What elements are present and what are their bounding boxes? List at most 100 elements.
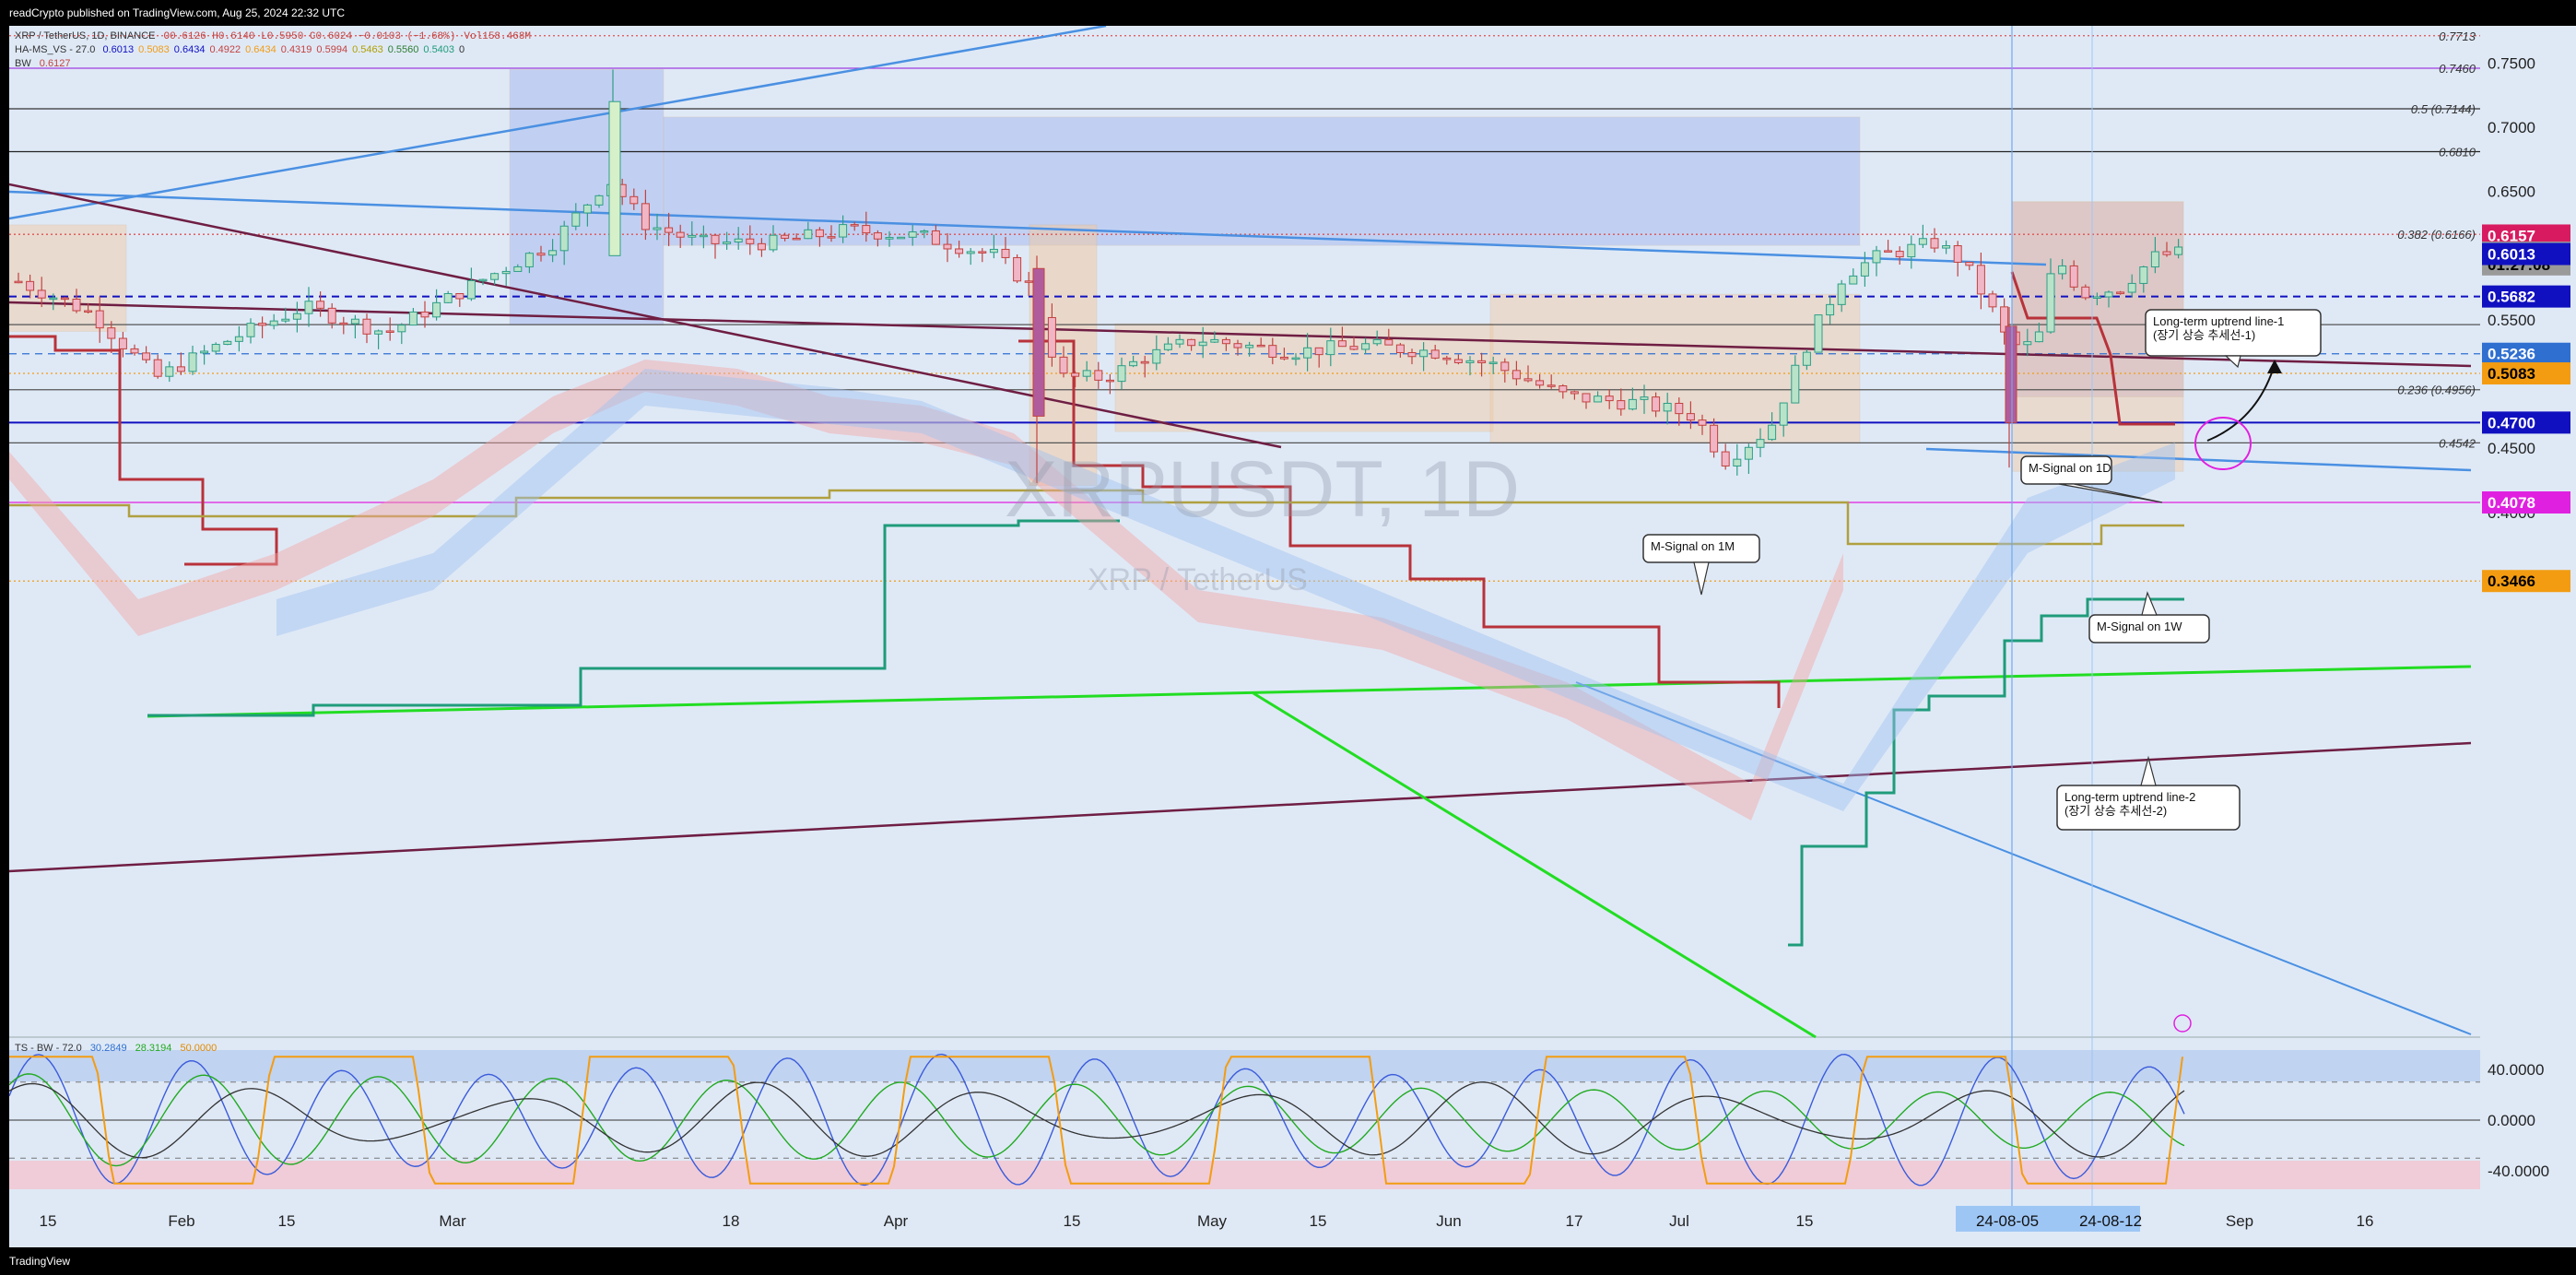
bw-value: 0.6127 (39, 58, 71, 69)
candle-body (1488, 361, 1498, 364)
legend-row-ha-ms: HA-MS_VS - 27.0 0.6013 0.5083 0.6434 0.4922… (15, 44, 465, 55)
candle-body (1187, 338, 1196, 347)
legend-row-ts-bw: TS - BW - 72.0 30.2849 28.3194 50.0000 (15, 1043, 217, 1054)
price-tag-label: 0.5083 (2488, 365, 2535, 383)
candle-body (989, 248, 998, 254)
candle-body (2127, 282, 2136, 293)
candle-body (1675, 402, 1684, 415)
ha-ms-value: 0.5463 (352, 44, 383, 55)
candle-body (1477, 360, 1487, 363)
candle-body (653, 227, 662, 230)
candle-body (1233, 343, 1242, 348)
candle-body (130, 348, 139, 354)
candle-body (2000, 306, 2009, 333)
candle-body (1791, 364, 1800, 404)
osc-tick: -40.0000 (2488, 1163, 2549, 1180)
candle-body (1361, 343, 1370, 350)
candle-body (850, 224, 859, 227)
candle-body (1372, 339, 1382, 345)
candle-body (792, 237, 801, 241)
candle-body (1430, 349, 1440, 359)
candle-body (1395, 344, 1405, 354)
candle-body (350, 318, 359, 325)
x-axis-label: Feb (168, 1212, 194, 1230)
price-tag (2482, 491, 2570, 514)
price-scale[interactable]: 0.75000.70000.65000.55000.45000.40000.61… (2480, 26, 2576, 1247)
ha-ms-value: 0 (459, 44, 465, 55)
candle-body (757, 242, 766, 251)
ema-ribbon-red (9, 360, 1843, 820)
published-text: readCrypto published on TradingView.com,… (9, 6, 346, 19)
candle-body (1511, 370, 1521, 380)
candle-body (211, 344, 220, 352)
candle-body (1652, 396, 1661, 412)
candle-body (1710, 424, 1719, 453)
candle-body (1032, 267, 1045, 417)
candle-body (1279, 356, 1288, 360)
candle-body (2174, 246, 2183, 255)
callout-uptrend-2-tail (2140, 755, 2157, 786)
candle-body (723, 241, 732, 244)
candle-body (688, 234, 697, 238)
price-tag-label: 0.5236 (2488, 346, 2535, 363)
callout-msignal-1m-text: M-Signal on 1M (1651, 539, 1735, 553)
ha-ms-value: 0.5403 (423, 44, 455, 55)
diagonal-line-2 (9, 183, 1282, 449)
candle-body (2092, 296, 2101, 299)
callout-uptrend-1-text: (장기 상승 추세선-1) (2153, 328, 2255, 342)
candle-body (1756, 439, 1765, 448)
m-signal-red-2 (1018, 339, 1781, 708)
ha-ms-value: 0.6434 (245, 44, 276, 55)
candle-body (1594, 395, 1603, 403)
candle-body (1849, 275, 1858, 285)
candle-body (536, 253, 546, 256)
ts-value-2: 28.3194 (135, 1043, 172, 1054)
x-axis-highlight (1956, 1206, 2140, 1232)
price-tick: 0.4500 (2488, 440, 2535, 457)
candle-body (478, 278, 488, 282)
candle-body (1245, 344, 1254, 348)
candle-body (1918, 238, 1927, 245)
candle-body (1303, 347, 1312, 359)
candle-body (455, 292, 465, 300)
candle-body (165, 366, 174, 377)
x-axis-highlight-label: 24-08-05 (1976, 1212, 2039, 1230)
candle-body (118, 337, 127, 349)
candle-body (1930, 238, 1939, 249)
candle-body (223, 340, 232, 346)
candle-body (1907, 243, 1916, 258)
candle-body (107, 327, 116, 339)
range-box (663, 116, 1861, 246)
candle-body (955, 248, 964, 254)
price-tag-label: 0.3466 (2488, 573, 2535, 590)
candle-body (153, 359, 162, 377)
candle-body (978, 251, 987, 254)
candle-body (781, 234, 790, 239)
candle-body (629, 195, 639, 205)
candle-body (304, 301, 313, 314)
candle-body (559, 225, 569, 252)
candle-body (1976, 265, 1985, 295)
callout-msignal-1d: M-Signal on 1D (2020, 455, 2163, 503)
long-term-uptrend-line-2 (9, 741, 2472, 873)
candle-body (2116, 291, 2125, 294)
chart-area[interactable]: 0.7713 0.7460 0.5 (0.7144) 0.6810 0.382 (0.6… (9, 26, 2480, 1247)
candle-body (1559, 385, 1568, 393)
ts-value-1: 30.2849 (89, 1043, 127, 1054)
price-chart[interactable]: 0.7713 0.7460 0.5 (0.7144) 0.6810 0.382 (0.6… (9, 26, 2480, 1247)
candle-body (594, 195, 604, 206)
callout-uptrend-2-text: (장기 상승 추세선-2) (2064, 804, 2167, 818)
candle-body (804, 229, 813, 240)
candle-body (699, 234, 708, 238)
legend-row-symbol: XRP / TetherUS, 1D, BINANCE O0.6126 H0.6… (15, 30, 531, 42)
descending-line-blue (1575, 681, 2472, 1035)
candle-body (1686, 413, 1695, 421)
candle-body (931, 230, 940, 245)
candle-body (513, 266, 523, 272)
x-axis-label: 17 (1566, 1212, 1583, 1230)
candle-body (188, 352, 197, 372)
candle-body (1071, 372, 1080, 377)
candle-body (1047, 316, 1056, 358)
x-axis-label: 15 (1796, 1212, 1814, 1230)
x-axis-label: Jul (1669, 1212, 1689, 1230)
